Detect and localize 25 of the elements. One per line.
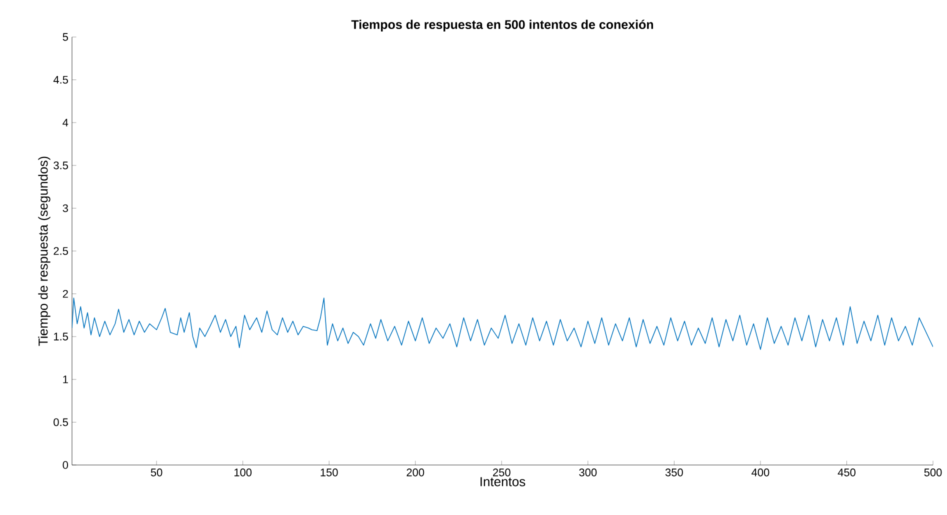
x-tick-label: 50 (150, 468, 162, 476)
y-tick-label: 1.5 (54, 332, 68, 340)
x-tick-label: 350 (665, 468, 683, 476)
x-tick-label: 100 (234, 468, 252, 476)
y-tick-label: 0 (62, 461, 68, 469)
y-tick-label: 2 (62, 290, 68, 298)
y-tick-label: 3 (62, 204, 68, 212)
chart-title: Tiempos de respuesta en 500 intentos de conexión (351, 20, 654, 32)
y-axis-title: Tiempo de respuesta (segundos) (38, 156, 50, 346)
y-tick-label: 1 (63, 376, 68, 384)
x-tick-label: 500 (924, 468, 942, 476)
y-tick-label: 2.5 (54, 247, 68, 255)
y-tick-label: 0.5 (54, 418, 68, 426)
x-tick-label: 400 (752, 468, 770, 476)
y-tick-label: 3.5 (54, 162, 68, 170)
x-tick-label: 450 (838, 468, 856, 476)
x-tick-label: 150 (320, 468, 338, 476)
x-tick-label: 300 (579, 468, 597, 476)
y-tick-label: 5 (62, 33, 68, 41)
x-tick-label: 200 (406, 468, 424, 476)
x-axis-title: Intentos (480, 477, 526, 486)
line-series (72, 298, 934, 350)
y-tick-label: 4 (62, 118, 68, 126)
x-tick-label: 250 (493, 468, 510, 476)
y-tick-label: 4.5 (53, 76, 68, 84)
